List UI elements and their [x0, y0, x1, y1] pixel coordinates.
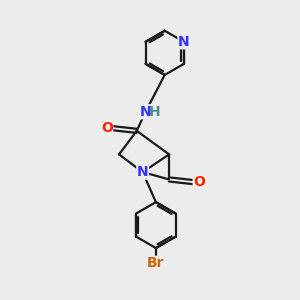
Text: N: N [137, 165, 148, 179]
Text: O: O [193, 176, 205, 189]
Text: O: O [101, 121, 113, 135]
Text: Br: Br [147, 256, 165, 270]
Text: N: N [140, 105, 152, 119]
Text: H: H [149, 105, 161, 119]
Text: N: N [178, 35, 190, 49]
